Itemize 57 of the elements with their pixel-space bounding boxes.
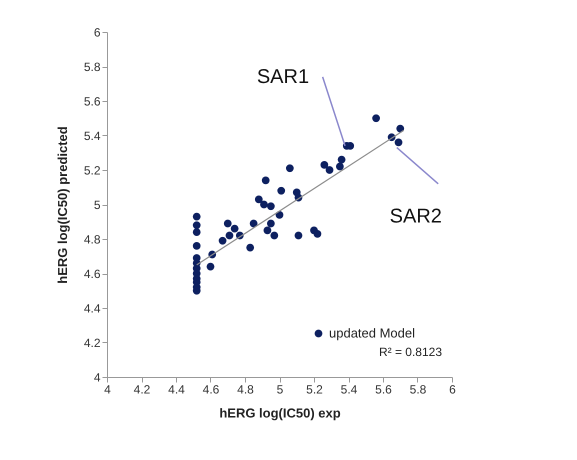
x-tick-label: 6 [449, 382, 456, 396]
y-tick-label: 4.8 [84, 232, 101, 246]
point [396, 124, 404, 132]
point [264, 226, 272, 234]
point [224, 220, 232, 228]
y-tick-label: 5.4 [84, 129, 101, 143]
x-tick-label: 4.4 [168, 382, 186, 396]
y-tick-label: 5.2 [84, 164, 101, 178]
point [314, 230, 322, 238]
point [260, 200, 268, 208]
y-tick-label: 6 [94, 26, 101, 40]
point [262, 176, 270, 184]
point [246, 244, 254, 252]
point [294, 232, 302, 240]
y-tick-label: 5.8 [84, 60, 101, 74]
x-axis-title: hERG log(IC50) exp [219, 406, 341, 420]
annotation: R² = 0.8123 [378, 345, 442, 359]
y-tick-label: 5 [94, 198, 101, 212]
y-axis-title: hERG log(IC50) predicted [54, 126, 70, 284]
point [250, 220, 258, 228]
x-tick-label: 5.8 [410, 382, 427, 396]
x-tick-label: 5.4 [340, 382, 358, 396]
point [286, 164, 294, 172]
point [192, 228, 201, 236]
point [267, 220, 275, 228]
x-tick-label: 4.6 [202, 382, 220, 396]
annotation: SAR2 [390, 206, 442, 228]
x-tick-label: 5 [276, 382, 284, 396]
point [192, 221, 201, 230]
point [338, 156, 346, 164]
point [372, 114, 380, 122]
point [277, 186, 286, 195]
point [320, 160, 328, 169]
point [267, 202, 275, 210]
x-tick-label: 5.2 [306, 382, 324, 396]
x-tick-label: 5.6 [375, 382, 392, 396]
point [192, 242, 201, 250]
point [394, 138, 402, 146]
point [230, 224, 239, 233]
point [336, 162, 344, 170]
y-tick-label: 5.6 [84, 94, 101, 108]
x-tick-label: 4.2 [134, 382, 151, 396]
point [254, 195, 263, 204]
y-tick-label: 4.4 [84, 302, 101, 316]
y-tick-label: 4.6 [84, 267, 101, 281]
annotation: SAR1 [256, 66, 310, 88]
point [270, 232, 278, 240]
x-tick-label: 4.8 [237, 382, 254, 396]
point [192, 212, 201, 220]
point [326, 166, 334, 174]
y-tick-label: 4 [94, 370, 101, 384]
point [218, 236, 226, 245]
legend-label: updated Model [329, 326, 416, 340]
y-tick-label: 4.2 [84, 336, 101, 350]
x-tick-label: 4 [104, 382, 112, 396]
point [226, 232, 234, 240]
point [206, 262, 214, 270]
